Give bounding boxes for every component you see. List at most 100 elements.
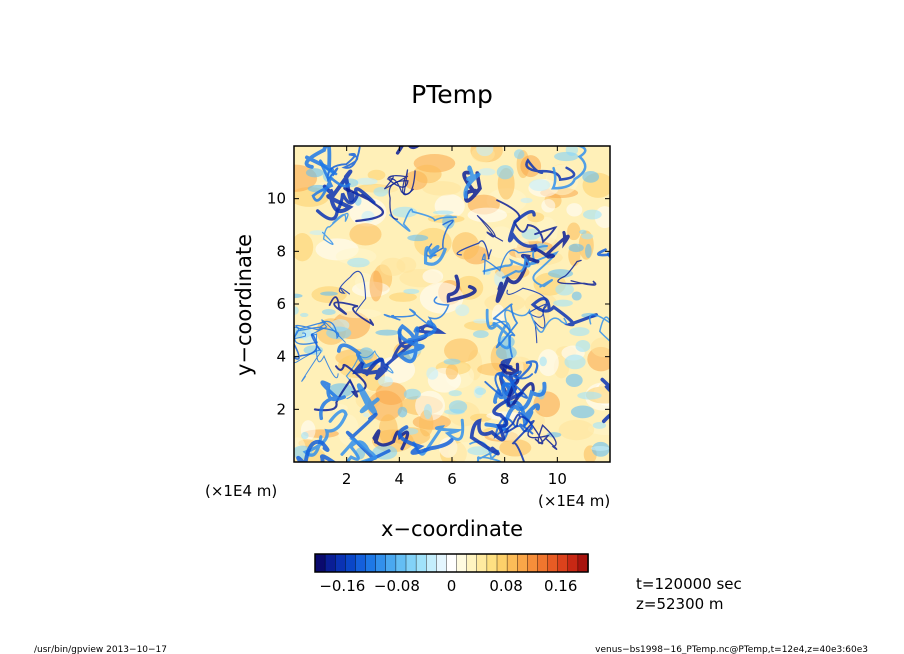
y-tick-label: 8 [276, 242, 286, 260]
field-warm-patch [527, 212, 545, 223]
field-warm-patch [419, 282, 464, 314]
colorbar-swatch [405, 553, 417, 573]
x-tick-label: 4 [395, 470, 405, 488]
footer-right: venus−bs1998−16_PTemp.nc@PTemp,t=12e4,z=… [595, 645, 868, 654]
field-cold-filament [469, 391, 524, 456]
field-cold-filament [481, 249, 534, 275]
y-tick-label: 4 [276, 348, 286, 366]
y-tick-label: 10 [267, 190, 286, 208]
field-cold-filament [504, 413, 535, 462]
field-cool-patch [570, 405, 595, 419]
field-cool-patch [301, 431, 309, 440]
colorbar-swatch [395, 553, 407, 573]
field-cold-filament [294, 333, 321, 360]
field-cool-patch [397, 406, 408, 418]
colorbar-swatch [496, 553, 508, 573]
field-cold-filament [340, 438, 378, 462]
field-warm-patch [378, 414, 398, 446]
colorbar-swatch [355, 553, 367, 573]
colorbar-swatch [577, 553, 589, 573]
field-warm-patch [590, 337, 610, 358]
colorbar-tick-label: −0.16 [319, 577, 365, 595]
y-tick-label: 6 [276, 295, 286, 313]
field-cool-patch [467, 446, 490, 456]
field-cold-filament [313, 363, 367, 412]
field-warm-patch [445, 364, 459, 380]
field-cold-filament [321, 212, 349, 246]
colorbar-swatch [345, 553, 357, 573]
colorbar-swatch [385, 553, 397, 573]
footer-left: /usr/bin/gpview 2013−10−17 [34, 645, 167, 654]
field-cold-filament [343, 187, 384, 223]
field-warm-patch [452, 232, 480, 260]
field-cold-filament [322, 169, 355, 213]
field-warm-patch [467, 207, 508, 223]
field-cool-patch [513, 149, 525, 160]
field-cold-filament [423, 245, 447, 266]
field-cold-filament [397, 425, 454, 455]
field-cool-patch [443, 358, 461, 365]
y-scale-label: (×1E4 m) [205, 482, 277, 500]
field-cold-filament [304, 146, 335, 172]
colorbar-swatch [476, 553, 488, 573]
field-cold-filament [383, 296, 450, 327]
field-cool-patch [569, 327, 590, 337]
x-tick-label: 2 [342, 470, 352, 488]
field-cold-filament [507, 209, 538, 253]
field-cold-filament [456, 240, 492, 260]
field-cool-patch [321, 308, 336, 315]
field-cool-patch [320, 291, 338, 296]
y-axis-label: y−coordinate [232, 234, 256, 376]
colorbar-frame [314, 553, 589, 573]
colorbar-swatch [537, 553, 549, 573]
field-cool-patch [568, 243, 584, 253]
field-cool-patch [539, 356, 547, 367]
field-warm-patch [434, 194, 465, 219]
field-cold-filament [315, 187, 376, 221]
x-tick-label: 8 [500, 470, 510, 488]
field-cold-filament [493, 411, 534, 441]
field-cool-patch [590, 446, 610, 451]
field-cool-patch [575, 339, 591, 352]
heatmap-field [294, 146, 610, 462]
field-cool-patch [455, 304, 470, 317]
field-cold-filament [294, 326, 322, 382]
field-cool-patch [423, 403, 433, 420]
field-warm-patch [339, 308, 382, 319]
colorbar-swatch [547, 553, 559, 573]
colorbar-swatch [446, 553, 458, 573]
colorbar-ticks: −0.16 −0.08 0 0.08 0.16 [319, 577, 577, 595]
y-tick-label: 2 [276, 400, 286, 418]
field-cold-filament [294, 320, 340, 345]
x-axis: 2 4 6 8 10 [342, 146, 567, 488]
field-cool-patch [426, 367, 439, 380]
field-cold-filament [352, 357, 389, 380]
time-annotation: t=120000 sec [636, 575, 742, 593]
x-tick-label: 10 [548, 470, 567, 488]
field-cold-filament [302, 409, 348, 457]
colorbar-swatch [415, 553, 427, 573]
field-cool-patch [555, 283, 574, 296]
field-cool-patch [375, 329, 400, 336]
field-cool-patch [548, 269, 574, 278]
field-cool-patch [553, 299, 573, 307]
field-cool-patch [565, 373, 583, 387]
colorbar-swatch [335, 553, 347, 573]
colorbar-swatch [527, 553, 539, 573]
x-tick-label: 6 [447, 470, 457, 488]
colorbar-swatch [365, 553, 377, 573]
field-cool-patch [473, 318, 489, 324]
field-cool-patch [529, 179, 551, 192]
colorbar-swatch [466, 553, 478, 573]
field-cool-patch [592, 421, 607, 429]
field-cool-patch [581, 233, 594, 240]
field-warm-patch [294, 233, 314, 262]
field-cold-filament [476, 214, 504, 242]
field-cool-patch [582, 170, 600, 183]
field-cool-patch [448, 390, 462, 397]
colorbar-swatch [506, 553, 518, 573]
field-cool-patch [564, 354, 586, 370]
field-cold-filament [530, 230, 570, 259]
field-warm-patch [422, 269, 444, 284]
